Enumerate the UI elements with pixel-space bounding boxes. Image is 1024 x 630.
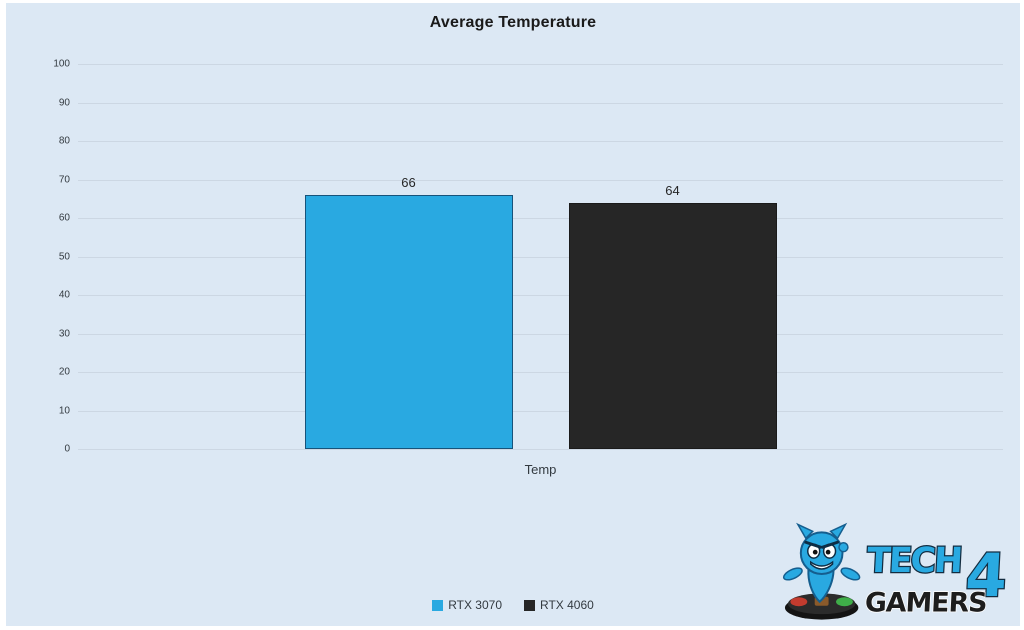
gridline-50	[78, 256, 1003, 258]
legend-label: RTX 3070	[448, 598, 502, 612]
y-tick-label-60: 60	[58, 212, 70, 224]
gridline-40	[78, 295, 1003, 296]
bar-rtx-4060	[568, 202, 777, 449]
gridline-100	[78, 64, 1003, 65]
y-tick-label-90: 90	[58, 97, 70, 108]
gridline-90	[78, 102, 1003, 104]
y-tick-label-10: 10	[58, 405, 70, 416]
logo-word-tech: TECH	[866, 541, 962, 581]
bar-value-rtx-4060: 64	[665, 182, 680, 198]
legend: RTX 3070 RTX 4060	[6, 598, 1020, 612]
gridline-60	[78, 218, 1003, 219]
y-tick-label-80: 80	[58, 135, 70, 147]
y-tick-label-0: 0	[64, 443, 70, 455]
bar-rtx-3070	[304, 194, 513, 449]
gridline-30	[78, 333, 1003, 335]
legend-item-rtx-4060: RTX 4060	[524, 598, 594, 612]
logo-word-gamers: GAMERS	[864, 588, 987, 619]
tech4gamers-logo: TECH 4 GAMERS	[782, 522, 1010, 620]
gridline-10	[78, 410, 1003, 412]
gridline-20	[78, 372, 1003, 373]
logo-digit-4: 4	[964, 542, 1009, 611]
chart-title: Average Temperature	[429, 14, 597, 31]
bar-value-rtx-3070: 66	[401, 174, 416, 190]
legend-label: RTX 4060	[540, 598, 594, 612]
mascot-icon	[782, 522, 861, 620]
logo-text: TECH 4 GAMERS	[863, 540, 1010, 620]
y-tick-label-20: 20	[58, 366, 70, 378]
gridline-80	[78, 141, 1003, 142]
y-tick-label-100: 100	[53, 58, 70, 70]
legend-swatch-icon	[432, 599, 444, 611]
y-tick-label-70: 70	[58, 174, 70, 185]
chart-canvas: Average Temperature 0 10 20 30 40 50 60 70 80 90 1…	[6, 3, 1020, 626]
y-tick-label-50: 50	[58, 251, 70, 262]
legend-item-rtx-3070: RTX 3070	[432, 598, 502, 612]
x-axis-label: Temp	[524, 462, 557, 477]
y-tick-label-40: 40	[58, 289, 70, 301]
gridline-0	[78, 449, 1003, 450]
gridline-70	[78, 179, 1003, 181]
y-tick-label-30: 30	[58, 328, 70, 339]
legend-swatch-icon	[524, 599, 535, 611]
